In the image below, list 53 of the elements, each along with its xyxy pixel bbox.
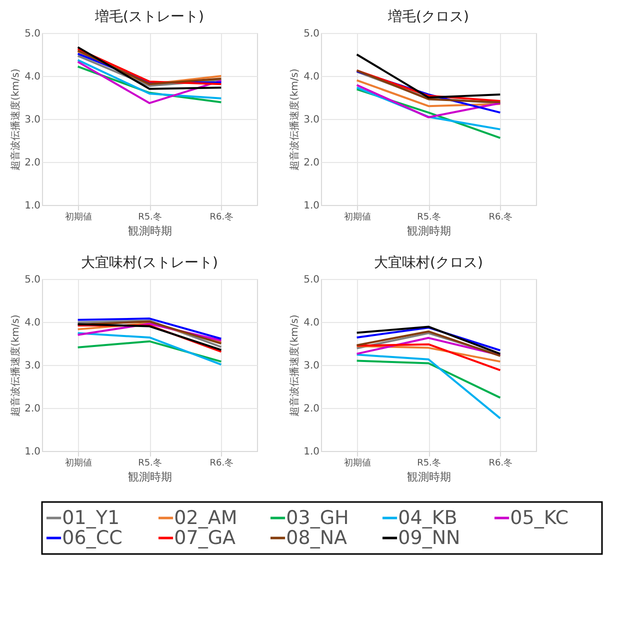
y-tick-label: 2.0	[304, 404, 320, 414]
x-tick-label: R5.冬	[417, 212, 441, 222]
x-tick-label: 初期値	[344, 212, 371, 222]
y-tick-label: 3.0	[304, 360, 320, 372]
x-axis-title: 観測時期	[128, 470, 172, 484]
y-tick-label: 1.0	[24, 446, 40, 458]
legend-label: 07_GA	[174, 527, 236, 549]
x-tick-label: 初期値	[64, 458, 92, 468]
y-axis-title: 超音波伝播速度(km/s)	[10, 68, 22, 170]
x-tick-label: R6.冬	[210, 212, 234, 222]
y-tick-label: 1.0	[304, 446, 320, 458]
x-axis-title: 観測時期	[407, 470, 451, 484]
y-tick-label: 4.0	[304, 72, 320, 82]
x-axis-title: 観測時期	[407, 224, 451, 238]
y-tick-label: 3.0	[24, 114, 40, 126]
y-tick-label: 3.0	[24, 360, 40, 372]
legend-label: 09_NN	[398, 527, 460, 549]
y-tick-label: 4.0	[304, 318, 320, 328]
x-tick-label: R6.冬	[488, 212, 513, 222]
chart-title: 大宜味村(クロス)	[374, 255, 483, 271]
legend-label: 05_KC	[510, 507, 569, 529]
y-tick-label: 4.0	[24, 72, 40, 82]
x-tick-label: R5.冬	[138, 458, 162, 468]
legend-label: 08_NA	[286, 527, 348, 549]
x-tick-label: R6.冬	[210, 458, 234, 468]
chart-title: 増毛(ストレート)	[94, 8, 204, 25]
y-tick-label: 5.0	[304, 28, 320, 40]
legend-label: 04_KB	[398, 507, 458, 529]
x-tick-label: R5.冬	[417, 458, 441, 468]
x-tick-label: R5.冬	[138, 212, 162, 222]
y-tick-label: 5.0	[24, 274, 40, 286]
legend-label: 03_GH	[286, 507, 349, 529]
legend-label: 02_AM	[174, 507, 238, 529]
y-tick-label: 2.0	[24, 158, 40, 168]
legend-label: 06_CC	[62, 527, 122, 549]
x-tick-label: 初期値	[64, 212, 92, 222]
y-axis-title: 超音波伝播速度(km/s)	[288, 68, 301, 170]
chart-title: 増毛(クロス)	[387, 8, 469, 25]
y-axis-title: 超音波伝播速度(km/s)	[10, 314, 22, 416]
x-axis-title: 観測時期	[128, 224, 172, 238]
y-tick-label: 4.0	[24, 318, 40, 328]
y-tick-label: 2.0	[304, 158, 320, 168]
y-tick-label: 3.0	[304, 114, 320, 126]
y-tick-label: 5.0	[24, 28, 40, 40]
y-tick-label: 1.0	[24, 200, 40, 212]
x-tick-label: R6.冬	[488, 458, 513, 468]
chart-title: 大宜味村(ストレート)	[81, 255, 218, 271]
y-axis-title: 超音波伝播速度(km/s)	[288, 314, 301, 416]
y-tick-label: 5.0	[304, 274, 320, 286]
legend-label: 01_Y1	[62, 507, 120, 529]
x-tick-label: 初期値	[344, 458, 371, 468]
y-tick-label: 1.0	[304, 200, 320, 212]
y-tick-label: 2.0	[24, 404, 40, 414]
